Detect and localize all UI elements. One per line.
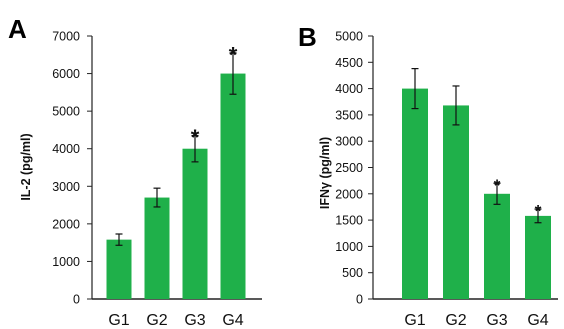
y-tick-label: 500 (342, 266, 363, 280)
x-tick-label-g4: G4 (222, 312, 243, 329)
panel-a-bars (106, 73, 246, 299)
significance-star: * (535, 202, 542, 221)
y-tick-label: 2000 (335, 187, 363, 201)
y-tick-label: 3000 (335, 135, 363, 149)
panel-a-y-axis-label: IL-2 (pg/ml) (19, 133, 33, 200)
x-tick-label-g2: G2 (445, 312, 466, 329)
bar-g4 (525, 215, 551, 299)
panel-b-significance-markers: ** (494, 176, 542, 221)
bar-g2 (443, 105, 469, 299)
panel-b: B 0 500 1000 1500 2000 2500 3000 3500 4000 4500 50… (298, 22, 558, 329)
panel-b-error-bars (411, 68, 542, 224)
y-tick-label: 0 (356, 293, 363, 307)
y-tick-label: 2500 (335, 161, 363, 175)
y-tick-label: 6000 (52, 67, 80, 81)
significance-star: * (191, 125, 200, 150)
significance-star: * (494, 176, 501, 195)
y-tick-label: 5000 (52, 105, 80, 119)
x-tick-label-g1: G1 (108, 312, 129, 329)
panel-b-bars (402, 88, 551, 299)
y-tick-label: 1500 (335, 214, 363, 228)
y-tick-label: 3000 (52, 180, 80, 194)
y-tick-label: 4000 (335, 82, 363, 96)
x-tick-label-g3: G3 (184, 312, 205, 329)
panel-a-error-bars (115, 52, 237, 246)
y-tick-label: 7000 (52, 30, 80, 44)
x-tick-label-g2: G2 (146, 312, 167, 329)
x-tick-label-g4: G4 (527, 312, 548, 329)
bar-g4 (220, 73, 246, 299)
bar-g1 (106, 239, 132, 299)
y-tick-label: 0 (73, 293, 80, 307)
panel-b-y-axis-label: IFNγ (pg/ml) (318, 137, 332, 209)
y-tick-label: 5000 (335, 30, 363, 44)
y-tick-label: 4000 (52, 142, 80, 156)
panel-b-y-ticks: 0 500 1000 1500 2000 2500 3000 3500 4000 4500 5000 (335, 30, 373, 307)
panel-b-letter: B (298, 22, 317, 52)
significance-star: * (229, 43, 238, 68)
x-tick-label-g1: G1 (404, 312, 425, 329)
y-tick-label: 4500 (335, 56, 363, 70)
bar-g2 (144, 197, 170, 299)
panel-a-y-ticks: 0 1000 2000 3000 4000 5000 6000 7000 (52, 30, 92, 307)
panel-a-letter: A (8, 14, 27, 44)
y-tick-label: 1000 (52, 255, 80, 269)
panel-a-x-tick-labels: G1 G2 G3 G4 (108, 312, 243, 329)
y-tick-label: 2000 (52, 217, 80, 231)
bar-g3 (182, 148, 208, 299)
x-tick-label-g3: G3 (486, 312, 507, 329)
panel-a-significance-markers: ** (191, 43, 238, 151)
bar-g3 (484, 193, 510, 299)
bar-g1 (402, 88, 428, 299)
panel-b-x-tick-labels: G1 G2 G3 G4 (404, 312, 548, 329)
y-tick-label: 1000 (335, 240, 363, 254)
y-tick-label: 3500 (335, 108, 363, 122)
